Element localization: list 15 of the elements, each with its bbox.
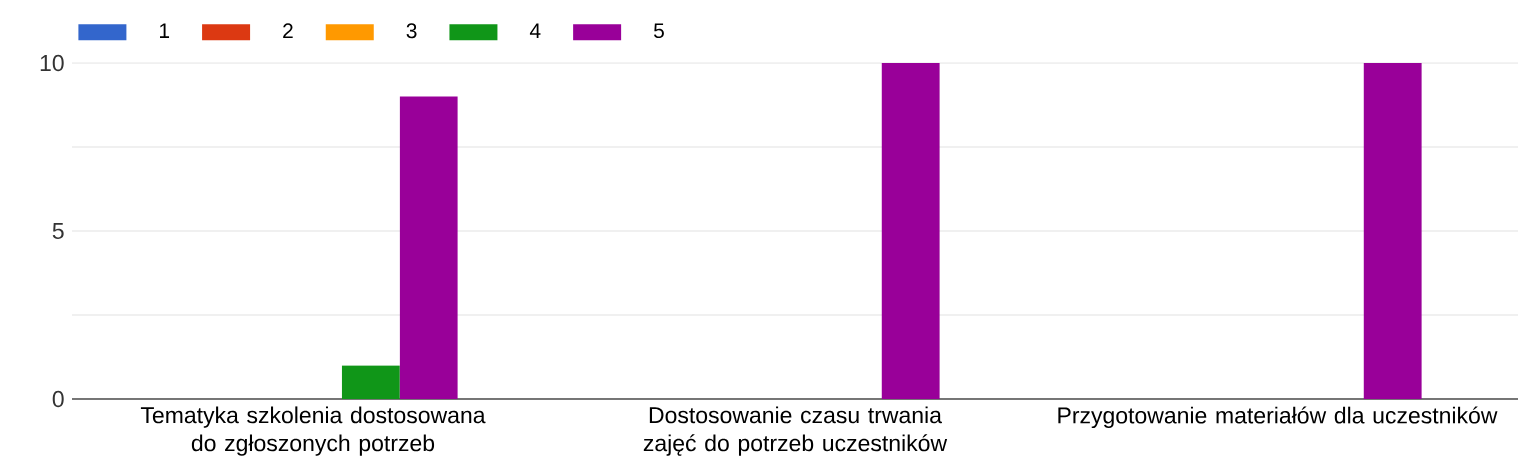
bar bbox=[399, 96, 458, 399]
legend-label: 4 bbox=[529, 23, 541, 38]
bar bbox=[1363, 63, 1422, 399]
legend-label: 1 bbox=[160, 23, 170, 38]
legend-label: 2 bbox=[283, 23, 293, 39]
bar bbox=[341, 365, 400, 399]
y-tick-label: 10 bbox=[40, 54, 64, 72]
legend-label: 3 bbox=[406, 23, 417, 39]
x-tick-label: Tematyka szkolenia dostosowana do zgłoszonych potrzeb bbox=[140, 406, 486, 456]
legend-label: 5 bbox=[653, 23, 664, 39]
x-tick-label: Dostosowanie czasu trwania zajęć do potrzeb uczestników bbox=[643, 406, 948, 456]
x-tick-label: Przygotowanie materiałów dla uczestników bbox=[1058, 406, 1498, 429]
y-tick-label: 5 bbox=[52, 222, 64, 240]
y-tick-label: 0 bbox=[52, 390, 64, 408]
bar bbox=[881, 63, 940, 399]
